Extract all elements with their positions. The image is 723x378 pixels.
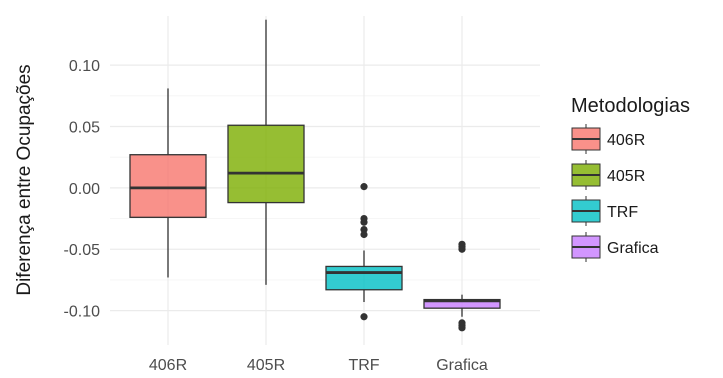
legend-label: 406R (607, 132, 645, 149)
legend-title: Metodologias (571, 95, 690, 117)
x-tick-label: 405R (247, 357, 285, 374)
legend-label: 405R (607, 168, 645, 185)
y-axis-title: Diferença entre Ocupações (14, 64, 35, 295)
box-body (325, 265, 403, 291)
box-trf (325, 183, 403, 321)
box-body (129, 154, 207, 218)
outlier-point (458, 324, 466, 332)
y-tick-label: 0.05 (69, 119, 100, 136)
x-tick-label: Grafica (436, 357, 488, 374)
legend-item-trf: TRF (571, 196, 638, 226)
y-tick-label: 0.10 (69, 58, 100, 75)
outlier-point (458, 245, 466, 253)
outlier-point (360, 313, 368, 321)
y-tick-label: -0.10 (64, 304, 101, 321)
box-406r (129, 88, 207, 278)
x-tick-label: TRF (348, 357, 379, 374)
legend-item-406r: 406R (571, 124, 645, 154)
y-axis-ticks: 0.10 0.05 0.00 -0.05 -0.10 (64, 58, 101, 321)
outlier-point (360, 218, 368, 226)
legend-items: 406R 405R TRF Grafica (571, 124, 659, 262)
legend-item-405r: 405R (571, 160, 645, 190)
outlier-point (360, 183, 368, 191)
box-grafica (423, 240, 501, 332)
box-body (227, 124, 305, 204)
y-tick-label: -0.05 (64, 242, 101, 259)
x-tick-label: 406R (149, 357, 187, 374)
legend-label: Grafica (607, 240, 659, 257)
legend-item-grafica: Grafica (571, 232, 659, 262)
legend-label: TRF (607, 204, 638, 221)
outlier-point (360, 230, 368, 239)
legend: Metodologias 406R 405R TRF Grafica (571, 95, 690, 262)
box-405r (227, 19, 305, 285)
x-axis-ticks: 406R 405R TRF Grafica (149, 357, 488, 374)
y-tick-label: 0.00 (69, 181, 100, 198)
boxes (129, 19, 501, 332)
